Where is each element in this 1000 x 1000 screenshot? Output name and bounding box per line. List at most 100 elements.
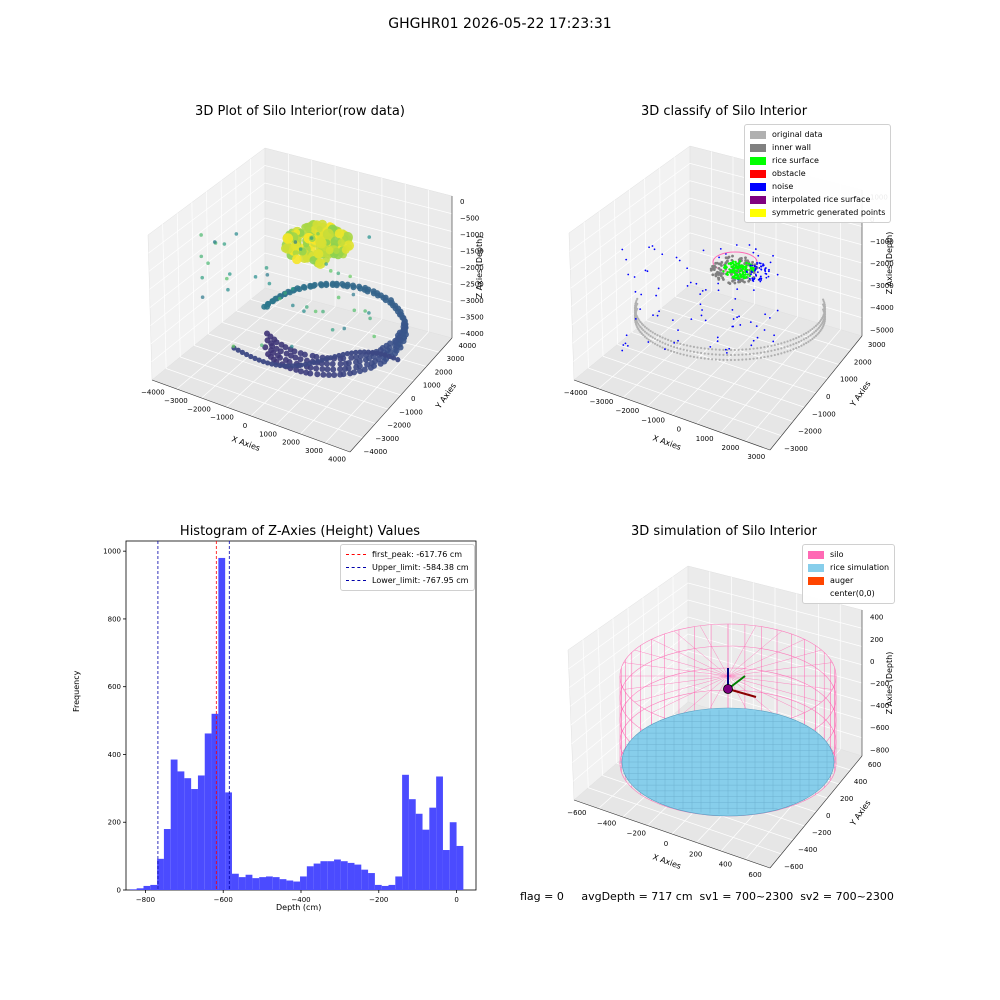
legend-swatch [808,590,824,598]
raw-point [283,350,290,357]
original-data-point [816,333,819,336]
noise-point [760,279,763,281]
inner-wall-point [751,260,754,264]
raw-point [356,368,363,375]
original-data-point [634,321,637,324]
raw-point [324,366,331,373]
original-data-point [729,348,733,352]
original-data-point [819,320,822,323]
x-axis-line [573,379,771,451]
noise-point [759,275,762,278]
noise-point [753,277,756,280]
original-data-point [745,348,748,351]
original-data-point [707,352,710,356]
raw-point [300,283,307,290]
raw-point [225,276,229,281]
original-data-point [770,344,773,347]
noise-point [625,258,628,261]
x-tick-label: −400 [597,819,616,827]
hist-bar [150,884,158,890]
original-data-point [789,349,792,352]
original-data-point [776,353,780,356]
legend-swatch [808,576,824,585]
x-tick-label: −4000 [141,389,165,397]
legend-swatch [750,143,766,152]
original-data-point [667,348,670,351]
original-data-point [634,307,637,310]
rice-surface-point [737,262,741,265]
hist-bar [313,863,321,890]
raw-point [391,355,397,361]
rice-surface-point [742,275,745,279]
raw-point [248,353,254,360]
raw-point [290,240,301,251]
raw-point [264,337,271,344]
grid-line [696,316,798,424]
raw-point [367,311,371,315]
original-data-point [661,336,664,339]
raw-point [304,305,309,309]
inner-wall-point [730,273,733,276]
noise-point [728,347,731,350]
silo-roof-wire [699,625,729,677]
grid-line [659,167,662,309]
x-tick-label: −200 [369,896,388,904]
y-tick-label: −4000 [364,448,388,456]
noise-point [760,277,763,280]
raw-point [315,237,327,249]
raw-point [337,366,344,373]
inner-wall-point [719,268,723,272]
original-data-point [822,298,825,301]
original-data-point [809,339,812,342]
inner-wall-point [746,259,750,263]
original-data-point [726,353,729,357]
noise-point [690,318,693,321]
raw-point [368,360,375,367]
original-data-point [776,343,780,346]
original-data-point [714,358,717,361]
raw-point [313,249,324,259]
grid-line [629,189,633,333]
original-data-point [816,328,819,331]
original-data-point [643,325,647,328]
hist-bar [218,557,226,890]
raw-point [222,242,227,246]
raw-point [378,351,384,357]
noise-point [678,259,681,262]
original-data-point [773,348,776,352]
hist-bar [197,775,205,890]
noise-point [700,314,703,317]
raw-point [323,356,329,362]
y-tick-label: −1000 [812,410,836,418]
silo-roof-wire [727,639,805,677]
rice-surface-point [741,272,745,276]
inner-wall-point [744,256,747,260]
raw-point [314,371,321,378]
raw-point [323,280,330,287]
noise-point [634,290,637,293]
original-data-point [639,325,642,329]
raw-point [278,341,285,348]
legend-item-auger: auger [808,574,889,587]
inner-wall-point [711,273,715,277]
grid-line [571,650,863,745]
noise-point [661,253,664,256]
z-tick-label: −3000 [870,282,894,290]
original-data-point [756,357,759,360]
raw-point [273,345,280,352]
noise-point [756,336,759,339]
hist-bar [347,862,355,890]
noise-point [621,349,624,352]
original-data-point [756,347,759,350]
original-data-point [822,318,825,321]
raw-point [234,232,239,236]
noise-point [704,319,707,322]
original-data-point [711,358,714,361]
original-data-point [661,346,664,349]
original-data-point [822,323,825,326]
legend-swatch [750,208,766,217]
raw-point [324,360,331,367]
noise-point [718,256,720,259]
original-data-point [649,339,652,343]
noise-point [764,268,766,271]
